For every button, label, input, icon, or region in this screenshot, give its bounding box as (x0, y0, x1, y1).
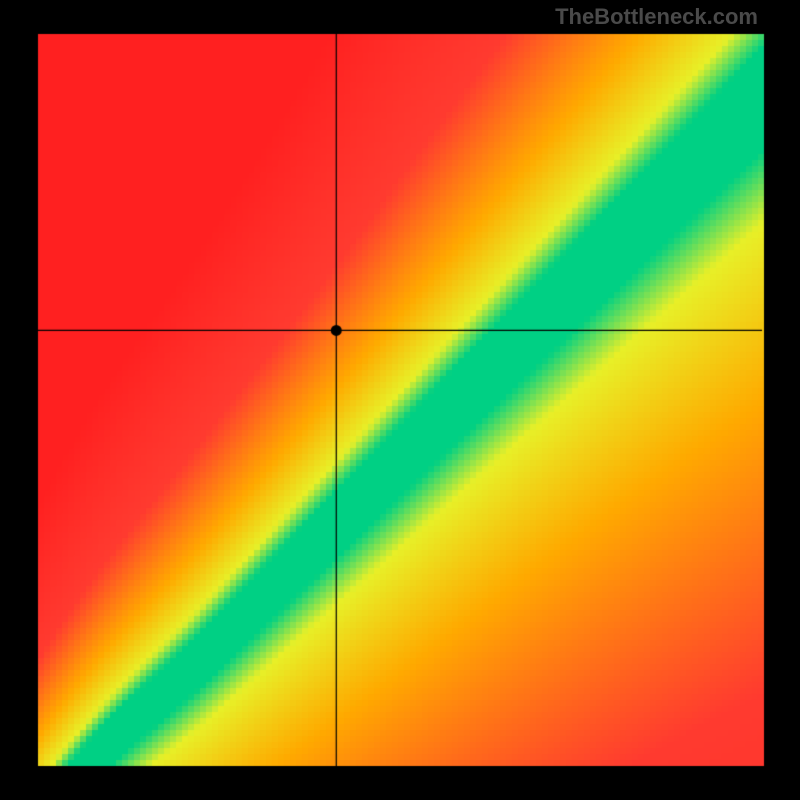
watermark-text: TheBottleneck.com (555, 4, 758, 30)
heatmap-canvas (0, 0, 800, 800)
chart-container: TheBottleneck.com (0, 0, 800, 800)
